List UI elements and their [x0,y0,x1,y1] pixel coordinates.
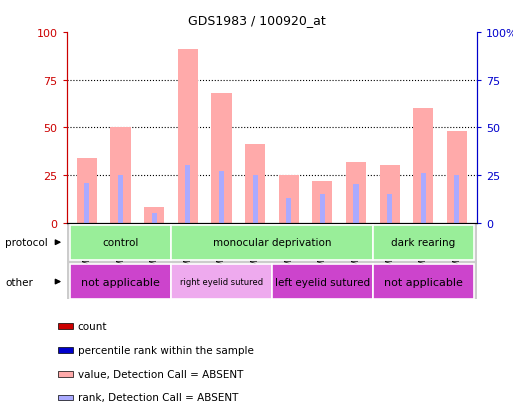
Text: other: other [5,277,33,287]
Bar [152,214,156,223]
Bar [118,176,123,223]
Text: value, Detection Call = ABSENT: value, Detection Call = ABSENT [77,369,243,379]
Bar [177,50,198,223]
Text: GDS1983 / 100920_at: GDS1983 / 100920_at [188,14,325,27]
Text: monocular deprivation: monocular deprivation [213,237,331,248]
FancyBboxPatch shape [373,225,473,260]
Bar [447,132,467,223]
Bar [380,166,400,223]
FancyBboxPatch shape [373,264,473,299]
FancyBboxPatch shape [272,264,373,299]
Bar [84,183,89,223]
Bar [58,371,73,377]
Bar [110,128,131,223]
Text: rank, Detection Call = ABSENT: rank, Detection Call = ABSENT [77,392,238,403]
Text: percentile rank within the sample: percentile rank within the sample [77,345,253,355]
Bar [421,173,426,223]
FancyBboxPatch shape [171,264,272,299]
Bar [286,198,291,223]
FancyBboxPatch shape [171,225,373,260]
Text: control: control [102,237,139,248]
Bar [455,176,460,223]
Bar [185,166,190,223]
Bar [58,323,73,329]
Bar [353,185,359,223]
Bar [413,109,433,223]
Bar [58,347,73,353]
FancyBboxPatch shape [70,225,171,260]
Text: left eyelid sutured: left eyelid sutured [275,277,370,287]
Bar [279,176,299,223]
Bar [252,176,258,223]
Bar [312,181,332,223]
Text: not applicable: not applicable [384,277,463,287]
Text: dark rearing: dark rearing [391,237,456,248]
Text: protocol: protocol [5,237,48,248]
Text: right eyelid sutured: right eyelid sutured [180,278,263,286]
Bar [219,172,224,223]
Bar [245,145,265,223]
Bar [387,195,392,223]
Text: not applicable: not applicable [81,277,160,287]
Bar [211,94,231,223]
FancyBboxPatch shape [70,264,171,299]
Bar [58,395,73,400]
Text: count: count [77,321,107,331]
Bar [77,159,97,223]
Bar [144,208,164,223]
Bar [320,195,325,223]
Bar [346,162,366,223]
